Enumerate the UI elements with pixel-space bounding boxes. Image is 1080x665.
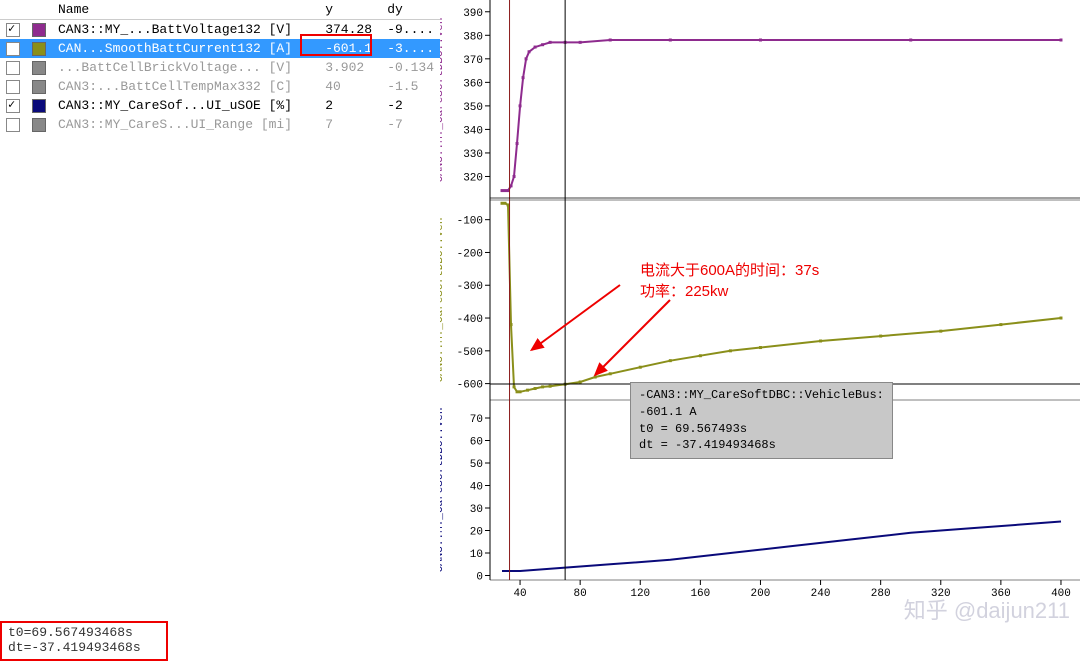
svg-text:-600: -600	[457, 380, 483, 392]
color-swatch	[32, 42, 46, 56]
svg-text:330: 330	[463, 149, 483, 161]
svg-text:320: 320	[931, 588, 951, 600]
cursor-tooltip: -CAN3::MY_CareSoftDBC::VehicleBus:-601.1…	[630, 382, 893, 459]
svg-text:CAN3::MY_CareSoftDBC::Veh: CAN3::MY_CareSoftDBC::Veh	[440, 407, 446, 572]
checkbox[interactable]	[6, 99, 20, 113]
svg-text:200: 200	[751, 588, 771, 600]
signal-y: -601.1	[319, 39, 381, 58]
col-dy: dy	[381, 0, 440, 20]
annotation-text: 电流大于600A的时间：37s功率：225kw	[640, 260, 819, 302]
svg-text:-100: -100	[457, 216, 483, 228]
svg-text:160: 160	[690, 588, 710, 600]
svg-text:-300: -300	[457, 281, 483, 293]
svg-text:380: 380	[463, 31, 483, 43]
col-y: y	[319, 0, 381, 20]
signal-dy: -7	[381, 115, 440, 134]
table-row[interactable]: CAN3:...BattCellTempMax332 [C]40-1.5	[0, 77, 440, 96]
signal-dy: -2	[381, 96, 440, 115]
signal-dy: -0.134	[381, 58, 440, 77]
table-row[interactable]: ...BattCellBrickVoltage... [V]3.902-0.13…	[0, 58, 440, 77]
color-swatch	[32, 80, 46, 94]
signal-y: 7	[319, 115, 381, 134]
color-swatch	[32, 23, 46, 37]
signal-dy: -3....	[381, 39, 440, 58]
svg-text:120: 120	[630, 588, 650, 600]
signal-name: CAN...SmoothBattCurrent132 [A]	[52, 39, 319, 58]
signal-y: 2	[319, 96, 381, 115]
checkbox[interactable]	[6, 42, 20, 56]
signal-name: ...BattCellBrickVoltage... [V]	[52, 58, 319, 77]
color-swatch	[32, 118, 46, 132]
svg-text:CAN3::MY_CareSoftDBC::Veh: CAN3::MY_CareSoftDBC::Veh	[440, 217, 446, 382]
signal-table: Name y dy CAN3::MY_...BattVoltage132 [V]…	[0, 0, 440, 134]
checkbox[interactable]	[6, 23, 20, 37]
svg-text:-400: -400	[457, 314, 483, 326]
checkbox[interactable]	[6, 61, 20, 75]
svg-text:390: 390	[463, 8, 483, 20]
svg-text:280: 280	[871, 588, 891, 600]
anno-line: 功率：225kw	[640, 281, 819, 302]
svg-text:0: 0	[476, 572, 483, 584]
checkbox[interactable]	[6, 80, 20, 94]
signal-panel: Name y dy CAN3::MY_...BattVoltage132 [V]…	[0, 0, 440, 665]
svg-text:60: 60	[470, 437, 483, 449]
tooltip-line: dt = -37.419493468s	[639, 437, 884, 454]
status-t0dt: t0=69.567493468s dt=-37.419493468s	[4, 623, 145, 657]
svg-text:50: 50	[470, 459, 483, 471]
svg-text:370: 370	[463, 55, 483, 67]
table-row[interactable]: CAN...SmoothBattCurrent132 [A]-601.1-3..…	[0, 39, 440, 58]
color-swatch	[32, 99, 46, 113]
checkbox[interactable]	[6, 118, 20, 132]
status-dt: dt=-37.419493468s	[8, 640, 141, 655]
tooltip-line: -CAN3::MY_CareSoftDBC::VehicleBus:	[639, 387, 884, 404]
signal-dy: -1.5	[381, 77, 440, 96]
svg-text:20: 20	[470, 527, 483, 539]
svg-text:30: 30	[470, 504, 483, 516]
svg-text:-500: -500	[457, 347, 483, 359]
svg-text:400: 400	[1051, 588, 1071, 600]
svg-text:80: 80	[574, 588, 587, 600]
tooltip-line: -601.1 A	[639, 404, 884, 421]
table-row[interactable]: CAN3::MY_CareS...UI_Range [mi]7-7	[0, 115, 440, 134]
svg-text:10: 10	[470, 549, 483, 561]
anno-line: 电流大于600A的时间：37s	[640, 260, 819, 281]
svg-text:70: 70	[470, 414, 483, 426]
svg-text:350: 350	[463, 102, 483, 114]
svg-text:360: 360	[463, 78, 483, 90]
signal-name: CAN3:...BattCellTempMax332 [C]	[52, 77, 319, 96]
svg-text:240: 240	[811, 588, 831, 600]
table-row[interactable]: CAN3::MY_...BattVoltage132 [V]374.28-9..…	[0, 20, 440, 40]
status-t0: t0=69.567493468s	[8, 625, 141, 640]
signal-name: CAN3::MY_...BattVoltage132 [V]	[52, 20, 319, 40]
svg-text:40: 40	[513, 588, 526, 600]
color-swatch	[32, 61, 46, 75]
table-row[interactable]: CAN3::MY_CareSof...UI_uSOE [%]2-2	[0, 96, 440, 115]
svg-text:-200: -200	[457, 248, 483, 260]
svg-text:320: 320	[463, 172, 483, 184]
signal-dy: -9....	[381, 20, 440, 40]
svg-text:CAN3::MY_CareSoftDBC::Veh: CAN3::MY_CareSoftDBC::Veh	[440, 17, 446, 182]
signal-y: 374.28	[319, 20, 381, 40]
svg-text:360: 360	[991, 588, 1011, 600]
tooltip-line: t0 = 69.567493s	[639, 421, 884, 438]
svg-text:40: 40	[470, 482, 483, 494]
chart-panel: 320330340350360370380390CAN3::MY_CareSof…	[440, 0, 1080, 665]
signal-name: CAN3::MY_CareS...UI_Range [mi]	[52, 115, 319, 134]
signal-y: 40	[319, 77, 381, 96]
svg-text:340: 340	[463, 125, 483, 137]
signal-y: 3.902	[319, 58, 381, 77]
col-name: Name	[52, 0, 319, 20]
signal-name: CAN3::MY_CareSof...UI_uSOE [%]	[52, 96, 319, 115]
